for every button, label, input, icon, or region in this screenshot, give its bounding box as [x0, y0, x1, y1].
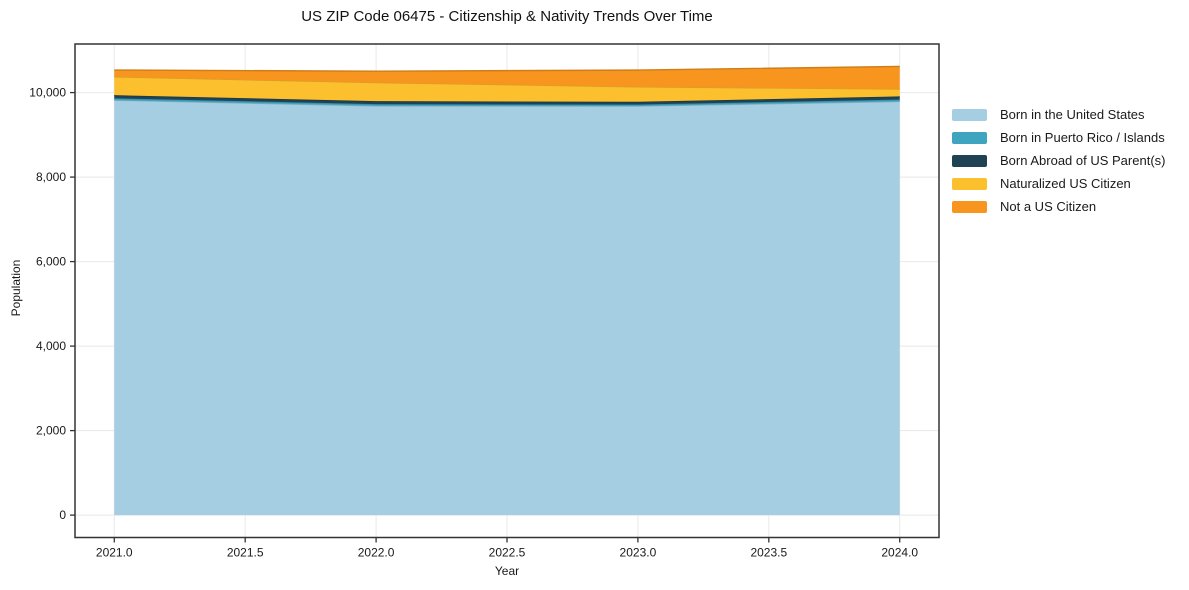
x-tick-label: 2021.5 — [227, 546, 264, 560]
x-tick-label: 2022.0 — [358, 546, 395, 560]
area-edge-series-4 — [114, 65, 900, 72]
legend-swatch-not-citizen — [952, 201, 987, 213]
legend-swatch-puerto-rico — [952, 132, 987, 144]
y-tick-label: 2,000 — [36, 424, 66, 438]
x-tick-label: 2021.0 — [96, 546, 133, 560]
y-tick-label: 6,000 — [36, 255, 66, 269]
area-series-2 — [114, 95, 900, 105]
area-series-1 — [114, 98, 900, 107]
x-tick-label: 2023.5 — [750, 546, 787, 560]
area-series-4 — [114, 66, 900, 90]
legend-swatch-born-abroad — [952, 155, 987, 167]
chart-title: US ZIP Code 06475 - Citizenship & Nativi… — [301, 8, 713, 25]
legend-item-born-us: Born in the United States — [952, 107, 1165, 122]
legend: Born in the United States Born in Puerto… — [952, 107, 1166, 214]
area-series-0 — [114, 100, 900, 516]
y-tick-label: 8,000 — [36, 170, 66, 184]
legend-label-born-us: Born in the United States — [1000, 107, 1145, 122]
legend-label-puerto-rico: Born in Puerto Rico / Islands — [1000, 130, 1165, 145]
y-tick-label: 0 — [59, 508, 66, 522]
legend-item-naturalized: Naturalized US Citizen — [952, 176, 1165, 191]
legend-swatch-naturalized — [952, 178, 987, 190]
legend-label-not-citizen: Not a US Citizen — [1000, 199, 1097, 214]
legend-swatch-born-us — [952, 109, 987, 121]
legend-item-puerto-rico: Born in Puerto Rico / Islands — [952, 130, 1165, 145]
y-axis-label: Population — [9, 259, 23, 317]
legend-item-born-abroad: Born Abroad of US Parent(s) — [952, 153, 1166, 168]
x-tick-label: 2024.0 — [881, 546, 918, 560]
x-tick-label: 2023.0 — [620, 546, 657, 560]
area-series-3 — [114, 76, 900, 102]
y-tick-label: 4,000 — [36, 339, 66, 353]
legend-item-not-citizen: Not a US Citizen — [952, 199, 1165, 214]
y-tick-label: 10,000 — [29, 86, 66, 100]
x-axis-label: Year — [494, 564, 520, 578]
legend-label-naturalized: Naturalized US Citizen — [1000, 176, 1131, 191]
x-tick-label: 2022.5 — [489, 546, 526, 560]
legend-label-born-abroad: Born Abroad of US Parent(s) — [1000, 153, 1166, 168]
